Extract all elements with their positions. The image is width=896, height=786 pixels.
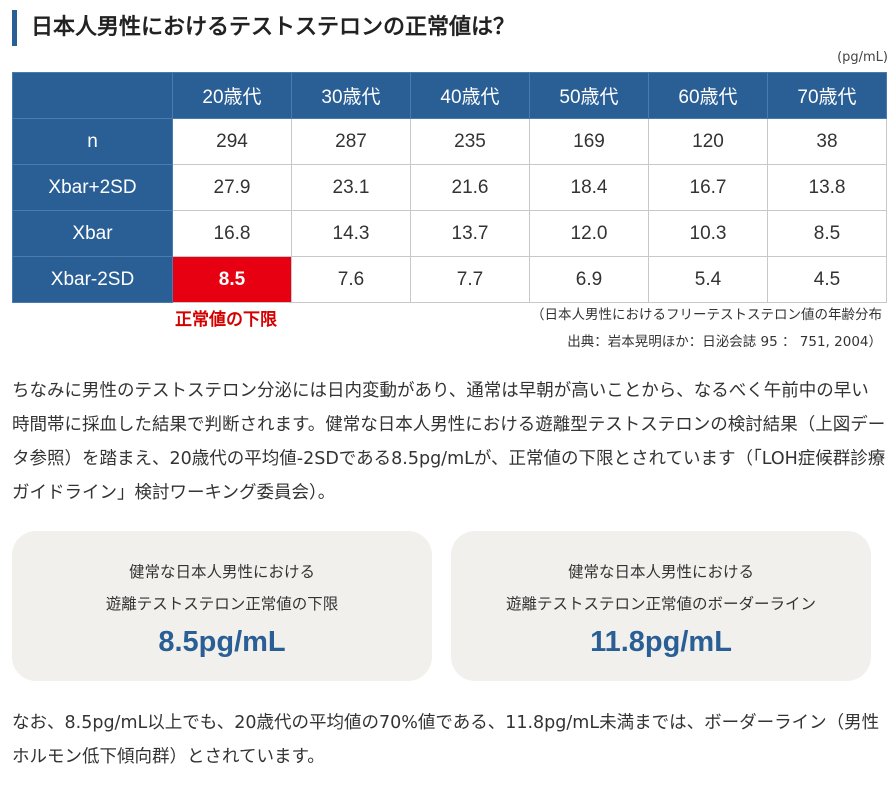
table-cell: 23.1 xyxy=(291,164,411,211)
table-row: n 294 287 235 169 120 38 xyxy=(12,118,887,165)
table-cell: 7.7 xyxy=(410,256,530,303)
lower-limit-card: 健常な日本人男性における 遊離テストステロン正常値の下限 8.5pg/mL xyxy=(12,531,432,681)
table-cell: 13.7 xyxy=(410,210,530,257)
table-cell: 169 xyxy=(529,118,649,165)
body-paragraph: なお、8.5pg/mL以上でも、20歳代の平均値の70%値である、11.8pg/… xyxy=(12,713,880,767)
table-cell: 12.0 xyxy=(529,210,649,257)
section-heading: 日本人男性におけるテストステロンの正常値は？ xyxy=(12,10,882,46)
table-cell: 5.4 xyxy=(648,256,768,303)
corner-header xyxy=(12,72,173,119)
row-header: n xyxy=(12,118,173,165)
table-row: Xbar-2SD 8.5 7.6 7.7 6.9 5.4 4.5 xyxy=(12,256,887,303)
column-header-20s: 20歳代 xyxy=(172,72,292,119)
card-value: 11.8pg/mL xyxy=(590,626,732,658)
column-header-70s: 70歳代 xyxy=(767,72,887,119)
highlighted-cell: 8.5 xyxy=(172,256,292,303)
table-cell: 235 xyxy=(410,118,530,165)
card-text: 健常な日本人男性における xyxy=(567,563,754,581)
table-cell: 14.3 xyxy=(291,210,411,257)
table-cell: 13.8 xyxy=(767,164,887,211)
body-paragraph: ちなみに男性のテストステロン分泌には日内変動があり、通常は早朝が高いことから、な… xyxy=(12,381,886,503)
column-header-40s: 40歳代 xyxy=(410,72,530,119)
testosterone-table: 20歳代 30歳代 40歳代 50歳代 60歳代 70歳代 n 294 287 … xyxy=(12,72,887,303)
table-cell: 10.3 xyxy=(648,210,768,257)
unit-label: (pg/mL) xyxy=(837,50,888,65)
borderline-card: 健常な日本人男性における 遊離テストステロン正常値のボーダーライン 11.8pg… xyxy=(451,531,871,681)
table-cell: 4.5 xyxy=(767,256,887,303)
table-cell: 27.9 xyxy=(172,164,292,211)
table-row: Xbar+2SD 27.9 23.1 21.6 18.4 16.7 13.8 xyxy=(12,164,887,211)
column-header-30s: 30歳代 xyxy=(291,72,411,119)
table-cell: 287 xyxy=(291,118,411,165)
table-header-row: 20歳代 30歳代 40歳代 50歳代 60歳代 70歳代 xyxy=(12,72,887,119)
column-header-50s: 50歳代 xyxy=(529,72,649,119)
row-header: Xbar-2SD xyxy=(12,256,173,303)
table-cell: 38 xyxy=(767,118,887,165)
row-header: Xbar xyxy=(12,210,173,257)
lower-limit-label: 正常値の下限 xyxy=(175,310,277,330)
table-cell: 16.7 xyxy=(648,164,768,211)
row-header: Xbar+2SD xyxy=(12,164,173,211)
table-cell: 8.5 xyxy=(767,210,887,257)
card-text: 遊離テストステロン正常値の下限 xyxy=(105,595,339,613)
table-cell: 6.9 xyxy=(529,256,649,303)
card-value: 8.5pg/mL xyxy=(158,626,286,658)
table-cell: 16.8 xyxy=(172,210,292,257)
table-cell: 294 xyxy=(172,118,292,165)
table-row: Xbar 16.8 14.3 13.7 12.0 10.3 8.5 xyxy=(12,210,887,257)
source-citation: 出典：岩本晃明ほか：日泌会誌 95 ： 751, 2004） xyxy=(567,334,882,350)
table-cell: 120 xyxy=(648,118,768,165)
table-cell: 21.6 xyxy=(410,164,530,211)
source-note: （日本人男性におけるフリーテストステロン値の年齢分布 xyxy=(531,307,882,323)
table-cell: 18.4 xyxy=(529,164,649,211)
card-text: 健常な日本人男性における xyxy=(128,563,315,581)
card-text: 遊離テストステロン正常値のボーダーライン xyxy=(505,595,816,613)
table-cell: 7.6 xyxy=(291,256,411,303)
column-header-60s: 60歳代 xyxy=(648,72,768,119)
